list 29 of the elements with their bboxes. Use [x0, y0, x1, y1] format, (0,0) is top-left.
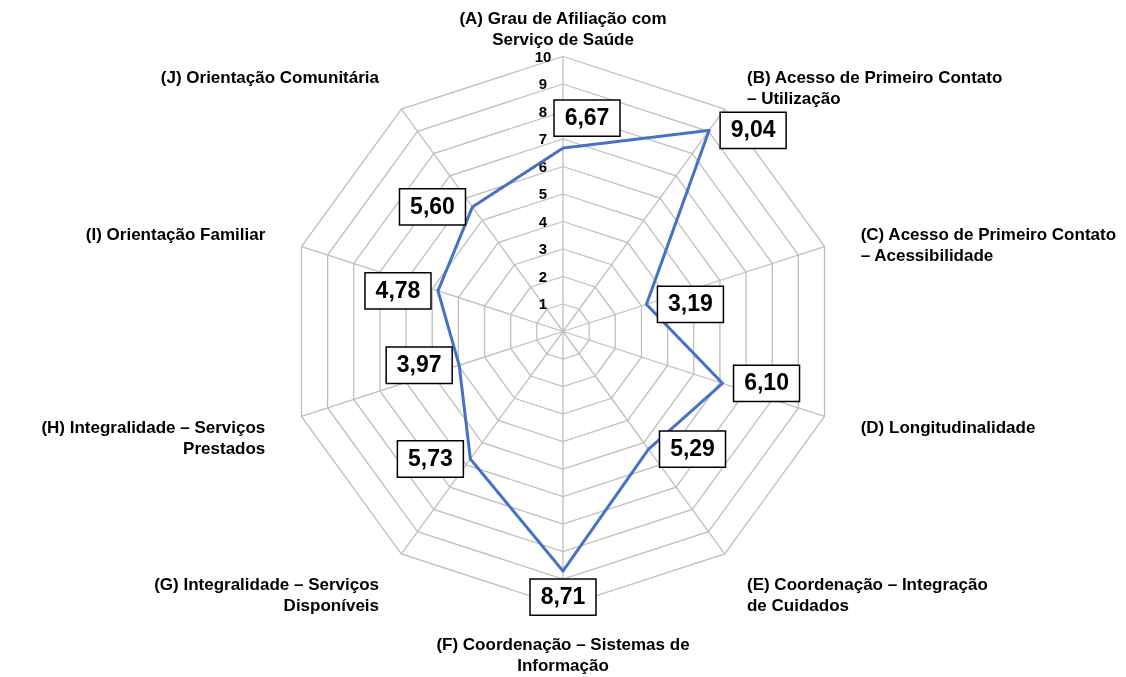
- spoke-label: (G) Integralidade – Serviços Disponíveis: [154, 574, 380, 615]
- data-label: 9,04: [730, 116, 776, 143]
- data-label: 3,19: [668, 290, 713, 317]
- data-label: 3,97: [396, 351, 442, 378]
- spoke-label: (J) Orientação Comunitária: [160, 68, 380, 88]
- spoke-label: (I) Orientação Familiar: [85, 224, 266, 244]
- spoke-label: (A) Grau de Afiliação com Serviço de Saúde: [459, 8, 667, 49]
- y-tick-label: 2: [538, 267, 548, 285]
- data-label: 5,29: [670, 435, 715, 462]
- spoke-label: (E) Coordenação – Integração de Cuidados: [746, 574, 988, 615]
- spoke-label: (C) Acesso de Primeiro Contato – Acessibilidade: [860, 224, 1117, 265]
- data-label: 5,60: [410, 192, 455, 219]
- y-tick-label: 8: [538, 102, 548, 120]
- y-tick-label: 5: [538, 185, 548, 202]
- spoke-label: (H) Integralidade – Serviços Prestados: [41, 418, 266, 459]
- data-label: 6,67: [564, 104, 610, 131]
- y-tick-label: 4: [538, 212, 548, 230]
- spoke-label: (B) Acesso de Primeiro Contato – Utilização: [746, 68, 1003, 109]
- spoke-label: (D) Longitudinalidade: [860, 418, 1036, 438]
- data-label: 5,73: [408, 444, 453, 471]
- data-label: 4,78: [375, 276, 421, 303]
- spoke-label: (F) Coordenação – Sistemas de Informação: [436, 634, 690, 675]
- y-tick-label: 9: [538, 75, 548, 92]
- data-label: 6,10: [744, 369, 789, 396]
- y-tick-label: 10: [534, 47, 552, 65]
- y-tick-label: 7: [538, 130, 548, 147]
- data-label: 8,71: [540, 583, 586, 610]
- y-tick-label: 3: [538, 240, 548, 257]
- y-tick-label: 1: [538, 295, 548, 312]
